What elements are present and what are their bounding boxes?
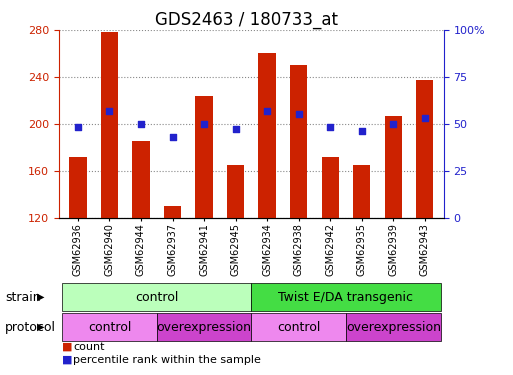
Bar xyxy=(227,165,244,218)
Bar xyxy=(385,116,402,218)
Text: control: control xyxy=(277,321,320,334)
Text: ■: ■ xyxy=(62,342,72,352)
Point xyxy=(74,124,82,130)
Point xyxy=(389,121,398,127)
Text: Twist E/DA transgenic: Twist E/DA transgenic xyxy=(279,291,413,304)
Text: percentile rank within the sample: percentile rank within the sample xyxy=(73,355,261,365)
Text: overexpression: overexpression xyxy=(156,321,251,334)
Bar xyxy=(290,65,307,218)
Point xyxy=(421,115,429,121)
Point xyxy=(105,108,113,114)
Text: control: control xyxy=(135,291,179,304)
Text: strain: strain xyxy=(5,291,41,304)
Text: GDS2463 / 180733_at: GDS2463 / 180733_at xyxy=(155,11,338,29)
Bar xyxy=(164,206,181,218)
Text: ▶: ▶ xyxy=(37,292,45,302)
Text: ■: ■ xyxy=(62,355,72,365)
Bar xyxy=(353,165,370,218)
Bar xyxy=(69,157,87,218)
Text: count: count xyxy=(73,342,105,352)
Bar xyxy=(259,53,276,217)
Bar xyxy=(195,96,213,218)
Point xyxy=(358,128,366,134)
Point xyxy=(137,121,145,127)
Bar xyxy=(132,141,150,218)
Bar xyxy=(416,80,433,218)
Bar xyxy=(322,157,339,218)
Point xyxy=(168,134,176,140)
Bar xyxy=(101,32,118,218)
Point xyxy=(294,111,303,117)
Point xyxy=(263,108,271,114)
Text: control: control xyxy=(88,321,131,334)
Point xyxy=(231,126,240,132)
Text: overexpression: overexpression xyxy=(346,321,441,334)
Point xyxy=(326,124,334,130)
Text: ▶: ▶ xyxy=(37,322,45,332)
Point xyxy=(200,121,208,127)
Text: protocol: protocol xyxy=(5,321,56,334)
